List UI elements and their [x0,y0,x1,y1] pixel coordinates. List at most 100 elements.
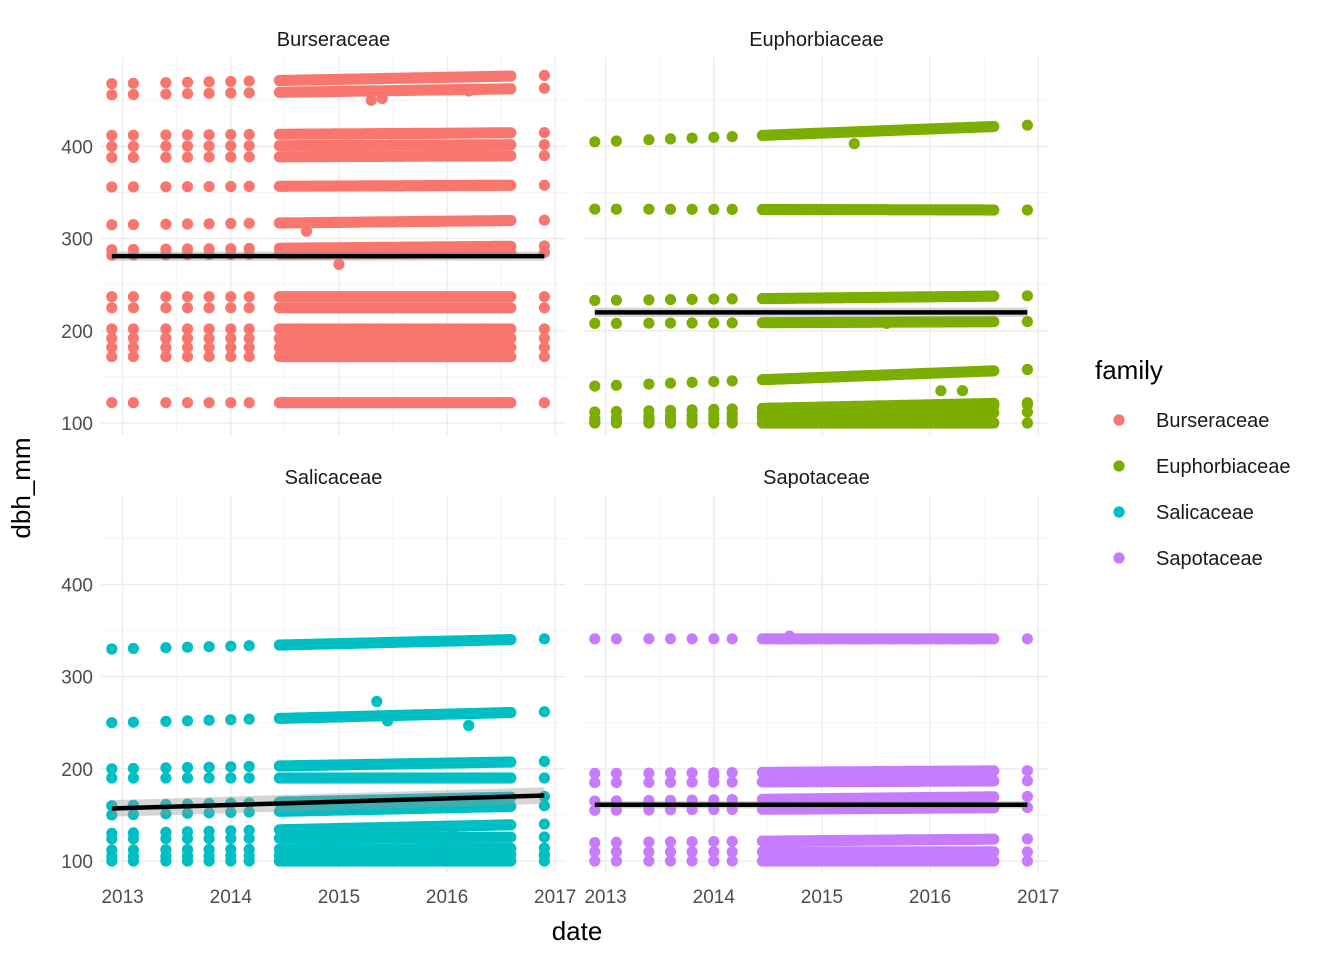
data-point [1021,417,1033,429]
data-point [708,131,720,143]
data-point [160,341,172,353]
data-point [160,181,172,193]
data-point [538,849,551,862]
data-point [376,92,388,105]
data-point [505,772,517,784]
data-point [225,140,237,152]
data-point [610,767,623,779]
data-point [708,317,720,329]
data-point [538,291,551,303]
data-point [225,75,237,88]
data-point [203,87,215,99]
data-point [181,715,194,727]
data-point [106,129,118,141]
data-point [538,755,551,768]
data-point [243,291,255,303]
data-point [160,88,172,100]
data-point [243,843,255,856]
data-point [505,214,517,227]
facet-panels [101,57,1049,873]
data-point [127,397,139,409]
data-point [127,827,139,839]
data-point [160,140,172,152]
data-point [589,767,601,780]
data-point [225,825,237,837]
data-point [1021,119,1033,131]
data-point [988,120,1000,133]
data-point [708,836,720,848]
data-point [243,824,255,837]
data-point [243,760,255,773]
data-point [538,323,551,335]
data-point [203,323,215,335]
data-point [988,290,1000,302]
data-point [225,87,237,99]
data-point [505,341,517,353]
data-point [988,397,1000,409]
data-points [589,119,1033,429]
data-point [988,417,1000,429]
data-point [160,291,172,303]
data-point [708,203,720,215]
data-point [106,291,118,303]
data-point [686,376,698,388]
data-point [160,151,172,163]
data-point [181,826,194,838]
data-point [181,88,194,100]
data-point [538,341,551,353]
data-point [127,642,139,655]
data-point [243,397,255,409]
data-point [664,836,677,848]
data-point [610,405,623,418]
data-point [127,243,139,256]
data-point [333,258,345,270]
data-point [726,375,738,387]
data-point [106,397,118,409]
data-point [664,294,677,306]
data-point [505,291,517,303]
data-point [181,397,194,409]
data-point [726,835,738,848]
data-point [160,77,172,89]
data-point [127,129,139,141]
data-point [686,203,698,215]
data-point [538,818,551,830]
data-point [505,397,517,409]
data-point [243,323,255,335]
data-point [203,843,215,856]
data-point [726,767,738,779]
data-point [181,844,194,856]
data-point [106,302,118,314]
data-point [106,140,118,152]
data-point [365,94,377,106]
data-point [181,243,194,255]
data-point [538,82,551,94]
data-point [106,89,118,101]
data-point [160,762,172,774]
facet-panel [584,495,1049,873]
data-point [127,323,139,335]
data-point [225,341,237,353]
data-point [726,317,738,329]
data-point [243,140,255,152]
data-point [181,181,194,193]
data-point [225,761,237,773]
data-point [243,217,255,229]
facet-panel [584,57,1049,435]
data-point [160,826,172,838]
data-point [181,772,194,784]
data-point [181,641,194,653]
data-point [1021,290,1033,302]
data-point [988,846,1000,858]
data-point [505,83,517,95]
data-point [505,756,517,768]
data-point [243,640,255,652]
data-point [686,132,698,144]
data-point [203,351,215,363]
data-point [505,139,517,151]
data-point [589,203,601,215]
data-point [203,761,215,773]
data-point [181,351,194,363]
data-point [538,772,551,784]
